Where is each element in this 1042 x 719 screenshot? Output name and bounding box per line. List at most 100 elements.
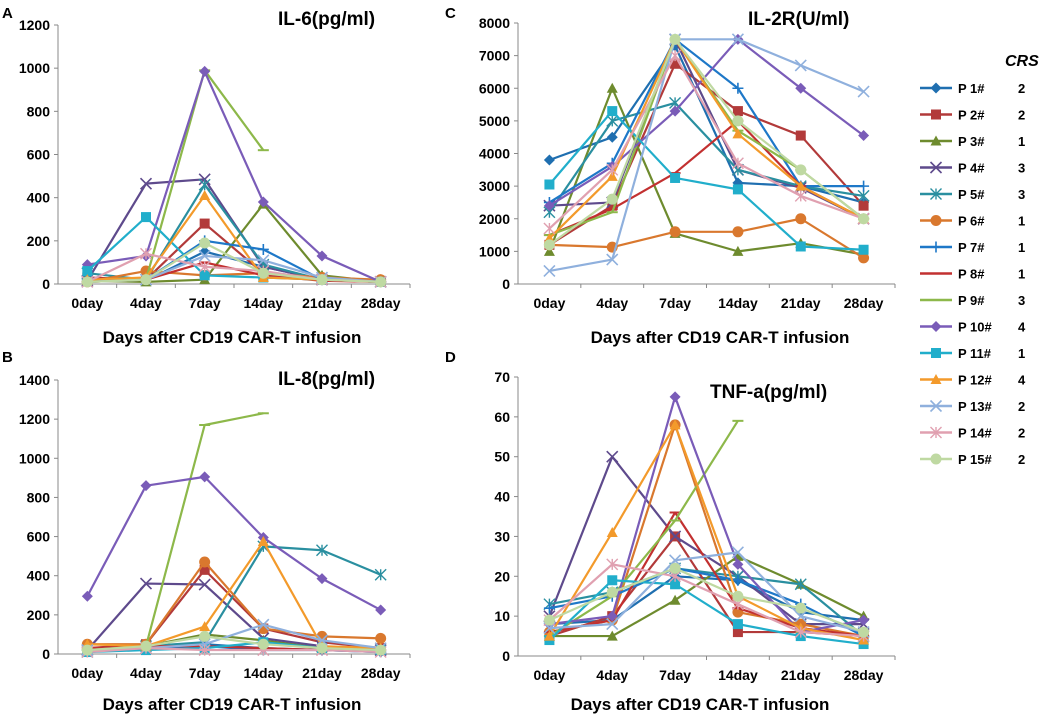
x-tick-label: 4day: [130, 665, 162, 681]
data-point: [857, 85, 870, 98]
legend-item: P 12# 4: [920, 373, 1026, 388]
data-point: [732, 82, 744, 94]
legend-marker: [930, 215, 942, 226]
x-tick-label: 7day: [659, 667, 691, 683]
series-p15: [543, 33, 870, 251]
legend-label: P 6#: [958, 214, 985, 229]
legend-marker: [931, 109, 941, 120]
x-tick-label: 21day: [302, 295, 342, 311]
series-p6: [543, 213, 870, 264]
data-point: [858, 130, 870, 142]
legend-marker: [930, 453, 942, 465]
x-tick-label: 28day: [844, 295, 884, 311]
panel-b: 0 200 400 600 800 1000 1200 1400 0day 4day 7day 14d…: [2, 349, 411, 714]
series-line: [549, 567, 865, 638]
data-point: [731, 33, 744, 46]
data-point: [606, 82, 618, 93]
data-point: [606, 163, 619, 176]
data-point: [732, 558, 744, 570]
data-point: [139, 577, 153, 590]
data-point: [199, 246, 211, 258]
data-point: [544, 179, 555, 190]
data-point: [669, 419, 681, 430]
data-point: [140, 480, 152, 492]
data-point: [795, 130, 806, 141]
legend-item: P 11# 1: [920, 346, 1025, 361]
data-point: [669, 33, 681, 45]
data-point: [315, 634, 329, 647]
series-line: [549, 38, 865, 273]
legend-marker: [930, 241, 942, 253]
data-point: [257, 535, 269, 546]
data-point: [858, 180, 870, 192]
series-line: [548, 38, 865, 240]
legend-label: P 11#: [958, 346, 992, 361]
data-point: [606, 586, 618, 598]
data-point: [732, 627, 743, 638]
data-point: [732, 226, 744, 238]
data-point: [199, 564, 210, 575]
data-point: [794, 189, 807, 202]
data-point: [198, 260, 211, 273]
data-point: [732, 245, 744, 256]
y-tick-label: 3000: [479, 178, 510, 194]
data-point: [795, 180, 807, 191]
data-point: [543, 630, 555, 641]
legend-label: P 3#: [958, 134, 985, 149]
series-line: [549, 567, 865, 637]
panel-d: 0 10 20 30 40 50 60 70 0day 4day 7day 14day 21day 28d…: [445, 349, 896, 714]
data-point: [316, 642, 328, 654]
series-p15: [543, 562, 870, 638]
data-point: [606, 131, 618, 143]
series-line: [549, 44, 864, 204]
data-point: [795, 213, 807, 225]
data-point: [141, 212, 151, 223]
data-point: [669, 554, 682, 567]
legend-item: P 10# 4: [920, 320, 1026, 335]
legend-crs-grade: 4: [1018, 320, 1026, 335]
data-point: [732, 106, 743, 117]
data-point: [199, 237, 211, 249]
panel-letter: B: [2, 349, 13, 366]
data-point: [543, 245, 555, 256]
x-tick-label: 4day: [596, 295, 628, 311]
legend-label: P 7#: [958, 240, 985, 255]
data-point: [669, 530, 682, 543]
data-point: [606, 253, 619, 266]
legend-item: P 1# 2: [920, 81, 1025, 96]
legend-marker: [930, 82, 942, 94]
y-tick-label: 5000: [479, 113, 510, 129]
series-line: [86, 475, 382, 611]
legend-label: P 12#: [958, 373, 993, 388]
series-line: [548, 38, 864, 204]
data-point: [198, 638, 211, 651]
x-axis-label: Days after CD19 CAR-T infusion: [103, 328, 362, 347]
legend-crs-grade: 4: [1018, 373, 1026, 388]
data-point: [81, 276, 93, 288]
data-point: [606, 630, 618, 641]
data-point: [139, 177, 153, 190]
x-tick-label: 14day: [718, 295, 758, 311]
data-point: [257, 243, 269, 255]
data-point: [858, 252, 870, 264]
data-point: [795, 82, 807, 94]
data-point: [731, 546, 744, 559]
series-p4: [81, 173, 387, 288]
legend-label: P 5#: [958, 187, 985, 202]
panel-c: 0 1000 2000 3000 4000 5000 6000 7000 8000 0day 4da…: [445, 5, 896, 347]
series-p15: [81, 630, 387, 656]
data-point: [795, 602, 807, 614]
data-point: [606, 450, 619, 463]
data-point: [858, 626, 870, 638]
data-point: [606, 558, 619, 571]
data-point: [607, 106, 618, 117]
x-tick-label: 7day: [189, 665, 221, 681]
data-point: [543, 602, 555, 614]
legend-label: P 2#: [958, 108, 985, 123]
legend-marker: [930, 188, 942, 200]
data-point: [669, 105, 681, 117]
data-point: [670, 58, 681, 69]
panel-a: 0 200 400 600 800 1000 1200 0day 4day 7day 14day 21…: [2, 5, 411, 347]
